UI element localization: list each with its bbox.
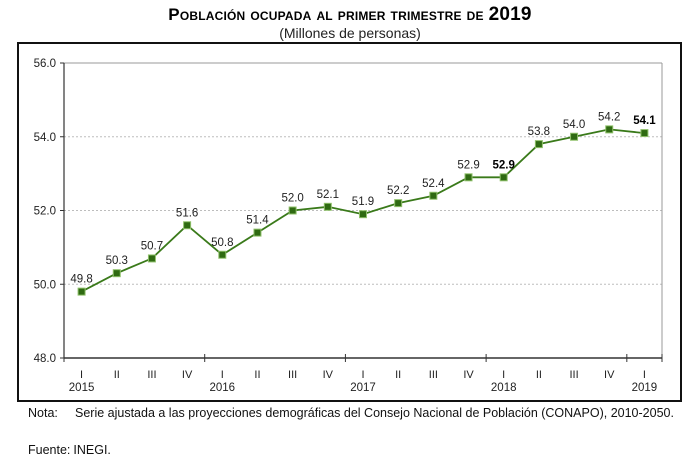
chart-title-year: 2019	[488, 4, 532, 25]
data-point-marker	[570, 132, 579, 141]
x-quarter-label: I	[221, 369, 224, 381]
x-quarter-label: II	[254, 369, 260, 381]
data-point-marker	[429, 191, 438, 200]
y-axis-ticks: 48.0 50.0 52.0 54.0 56.0	[34, 58, 64, 365]
note-label: Nota:	[28, 406, 58, 420]
data-label: 52.4	[422, 178, 445, 190]
data-point-marker	[640, 129, 649, 138]
x-quarter-label: II	[536, 369, 542, 381]
data-label: 49.8	[70, 274, 92, 286]
data-label: 54.1	[633, 115, 656, 127]
x-quarter-label: I	[643, 369, 646, 381]
x-year-label: 2018	[491, 382, 517, 394]
y-tick-label: 48.0	[34, 353, 56, 365]
x-year-label: 2017	[350, 382, 376, 394]
y-tick-label: 54.0	[34, 132, 56, 144]
x-quarter-label: I	[502, 369, 505, 381]
x-quarter-label: III	[288, 369, 297, 381]
data-label: 52.2	[387, 185, 409, 197]
data-point-marker	[77, 287, 86, 296]
data-point-marker	[147, 254, 156, 263]
data-label: 51.6	[176, 207, 198, 219]
chart-subtitle: (Millones de personas)	[279, 25, 421, 41]
data-point-marker	[323, 202, 332, 211]
data-label: 54.2	[598, 111, 620, 123]
data-label: 52.0	[281, 193, 303, 205]
x-quarter-label: I	[80, 369, 83, 381]
y-tick-label: 52.0	[34, 206, 56, 218]
data-point-marker	[218, 250, 227, 259]
x-quarter-label: II	[114, 369, 120, 381]
data-point-marker	[253, 228, 262, 237]
x-quarter-label: I	[361, 369, 364, 381]
chart-title-text: Población ocupada al primer trimestre de	[168, 5, 484, 24]
data-point-marker	[394, 199, 403, 208]
y-tick-label: 50.0	[34, 279, 56, 291]
data-label: 51.9	[352, 196, 374, 208]
x-year-label: 2015	[69, 382, 95, 394]
data-point-marker	[534, 140, 543, 149]
note-text: Serie ajustada a las proyecciones demogr…	[75, 406, 674, 420]
y-tick-label: 56.0	[34, 58, 56, 70]
series	[77, 125, 649, 296]
data-point-marker	[288, 206, 297, 215]
data-label: 50.8	[211, 237, 233, 249]
x-quarter-label: IV	[182, 369, 193, 381]
data-point-marker	[359, 210, 367, 219]
data-labels: 49.8 50.3 50.7 51.6 50.8 51.4 52.0 52.1 51.9 52.2…	[70, 111, 656, 285]
data-label: 52.1	[317, 189, 339, 201]
source: Fuente: INEGI.	[28, 443, 111, 457]
data-label: 53.8	[528, 126, 550, 138]
x-quarter-label: III	[147, 369, 156, 381]
x-quarter-label: IV	[323, 369, 334, 381]
data-label: 50.3	[106, 255, 128, 267]
data-point-marker	[605, 125, 614, 134]
chart-title: Población ocupada al primer trimestre de…	[0, 4, 700, 26]
data-label: 52.9	[493, 159, 515, 171]
x-quarter-label: II	[395, 369, 401, 381]
data-point-marker	[183, 221, 192, 230]
data-label: 54.0	[563, 119, 585, 131]
source-value: INEGI.	[73, 443, 111, 457]
x-year-label: 2016	[209, 382, 235, 394]
x-quarter-label: III	[569, 369, 578, 381]
data-label: 52.9	[457, 159, 479, 171]
data-label: 50.7	[141, 240, 163, 252]
data-point-marker	[464, 173, 473, 182]
data-point-marker	[112, 269, 121, 278]
source-label: Fuente:	[28, 443, 71, 457]
x-quarter-label: III	[429, 369, 438, 381]
data-point-marker	[499, 173, 508, 182]
data-label: 51.4	[246, 215, 269, 227]
x-quarter-label: IV	[604, 369, 615, 381]
x-quarter-label: IV	[463, 369, 474, 381]
x-year-label: 2019	[632, 382, 658, 394]
chart-frame	[17, 42, 682, 402]
